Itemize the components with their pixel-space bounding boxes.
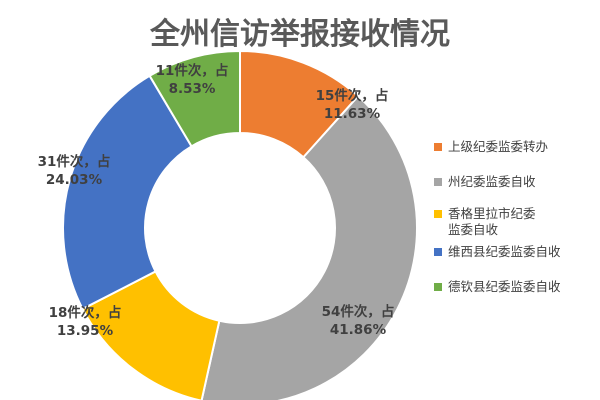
data-label-4: 11件次，占 8.53%	[156, 62, 229, 97]
legend-label-2: 香格里拉市纪委监委自收	[448, 206, 536, 237]
legend-label-0: 上级纪委监委转办	[448, 139, 548, 154]
data-label-1: 54件次，占 41.86%	[322, 303, 395, 338]
legend-label-line: 州纪委监委自收	[448, 174, 536, 189]
data-label-line: 8.53%	[169, 81, 216, 97]
legend-label-line: 上级纪委监委转办	[448, 139, 548, 154]
data-label-line: 11.63%	[324, 106, 381, 122]
data-label-line: 24.03%	[46, 172, 103, 188]
data-label-0: 15件次，占 11.63%	[316, 87, 389, 122]
legend-swatch-0	[434, 143, 442, 151]
legend-label-line: 监委自收	[448, 222, 499, 237]
data-label-line: 41.86%	[330, 322, 387, 338]
legend-swatch-3	[434, 248, 442, 256]
legend: 上级纪委监委转办州纪委监委自收香格里拉市纪委监委自收维西县纪委监委自收德钦县纪委…	[434, 139, 561, 294]
legend-label-4: 德钦县纪委监委自收	[448, 279, 561, 294]
legend-label-line: 香格里拉市纪委	[448, 206, 536, 221]
data-label-2: 18件次，占 13.95%	[49, 304, 122, 339]
data-labels: 15件次，占 11.63% 54件次，占 41.86% 18件次，占 13.95% 31件次…	[38, 62, 395, 339]
data-label-line: 54件次，占	[322, 303, 395, 320]
data-label-line: 13.95%	[57, 323, 114, 339]
slice-4	[148, 49, 241, 148]
legend-label-line: 德钦县纪委监委自收	[448, 279, 561, 294]
data-label-line: 31件次，占	[38, 153, 111, 170]
legend-swatch-4	[434, 283, 442, 291]
data-label-line: 15件次，占	[316, 87, 389, 104]
legend-label-line: 维西县纪委监委自收	[448, 244, 561, 259]
data-label-3: 31件次，占 24.03%	[38, 153, 111, 188]
legend-swatch-1	[434, 178, 442, 186]
legend-swatch-2	[434, 210, 442, 218]
data-label-line: 11件次，占	[156, 62, 229, 79]
donut-slices	[62, 49, 418, 400]
slice-3	[62, 74, 193, 311]
chart-title: 全州信访举报接收情况	[149, 17, 450, 52]
data-label-line: 18件次，占	[49, 304, 122, 321]
slice-1	[200, 94, 418, 400]
legend-label-1: 州纪委监委自收	[448, 174, 536, 189]
legend-label-3: 维西县纪委监委自收	[448, 244, 561, 259]
